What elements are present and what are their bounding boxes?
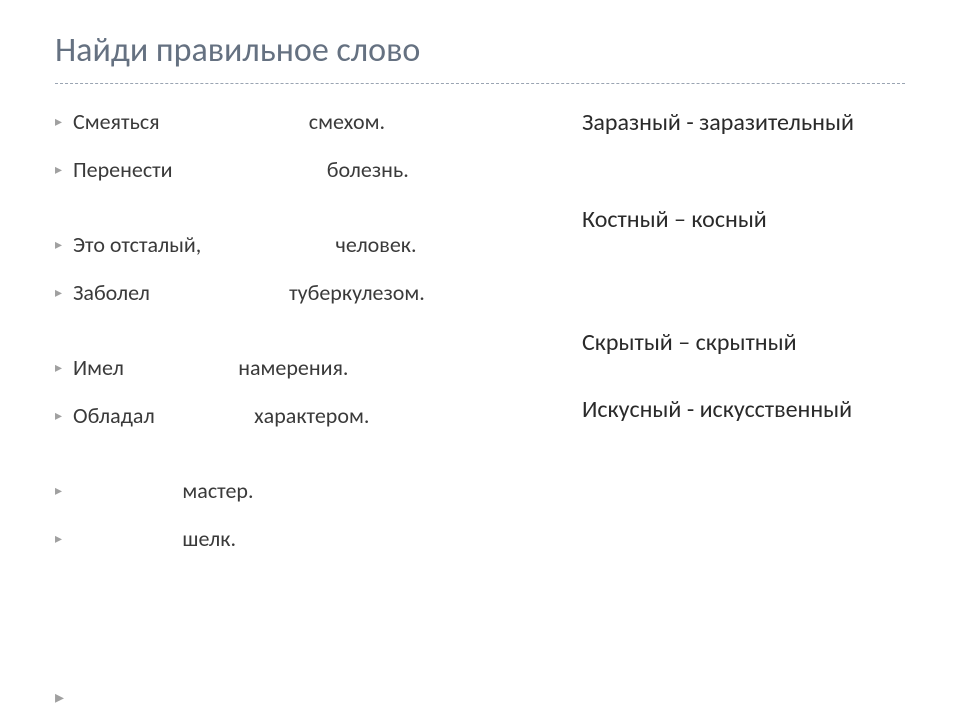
slide-container: Найди правильное слово ▸ Смеяться смехом… — [0, 0, 960, 720]
bullet-item: ▸ Перенести болезнь. — [55, 156, 572, 184]
bullet-marker-icon: ▸ — [55, 354, 73, 377]
bullet-text: Имел намерения. — [73, 354, 572, 382]
bullet-marker-icon: ▸ — [55, 525, 73, 548]
bullet-item: ▸ шелк. — [55, 525, 572, 553]
bullet-item: ▸ Имел намерения. — [55, 354, 572, 382]
word-pair: Искусный - искусственный — [582, 395, 905, 426]
bullet-marker-icon: ▸ — [55, 156, 73, 179]
spacer — [55, 326, 572, 354]
bullet-text: Обладал характером. — [73, 402, 572, 430]
bullet-marker-icon: ▸ — [55, 231, 73, 254]
bullet-marker-icon: ▸ — [55, 402, 73, 425]
word-pair: Заразный - заразительный — [582, 108, 905, 139]
bullet-text: Перенести болезнь. — [73, 156, 572, 184]
spacer — [582, 243, 905, 328]
word-pair: Костный – косный — [582, 205, 905, 236]
bullet-marker-icon: ▸ — [55, 477, 73, 500]
bullet-item: ▸ Это отсталый, человек. — [55, 231, 572, 259]
bullet-marker-icon: ▸ — [55, 108, 73, 131]
slide-title: Найди правильное слово — [55, 30, 905, 84]
bullet-item: ▸ Обладал характером. — [55, 402, 572, 430]
bullet-text: мастер. — [73, 477, 572, 505]
bullet-item: ▸ мастер. — [55, 477, 572, 505]
bullet-item: ▸ Смеяться смехом. — [55, 108, 572, 136]
bullet-text: шелк. — [73, 525, 572, 553]
spacer — [55, 203, 572, 231]
content-area: ▸ Смеяться смехом. ▸ Перенести болезнь. … — [55, 108, 905, 572]
word-pair: Скрытый – скрытный — [582, 328, 905, 359]
left-column: ▸ Смеяться смехом. ▸ Перенести болезнь. … — [55, 108, 582, 572]
bullet-marker-icon: ▸ — [55, 279, 73, 302]
spacer — [55, 449, 572, 477]
bullet-item: ▸ Заболел туберкулезом. — [55, 279, 572, 307]
bullet-text: Заболел туберкулезом. — [73, 279, 572, 307]
bullet-text: Смеяться смехом. — [73, 108, 572, 136]
right-column: Заразный - заразительный Костный – косны… — [582, 108, 905, 572]
spacer — [582, 147, 905, 205]
bullet-text: Это отсталый, человек. — [73, 231, 572, 259]
corner-marker-icon: ▸ — [55, 686, 64, 708]
spacer — [582, 367, 905, 395]
